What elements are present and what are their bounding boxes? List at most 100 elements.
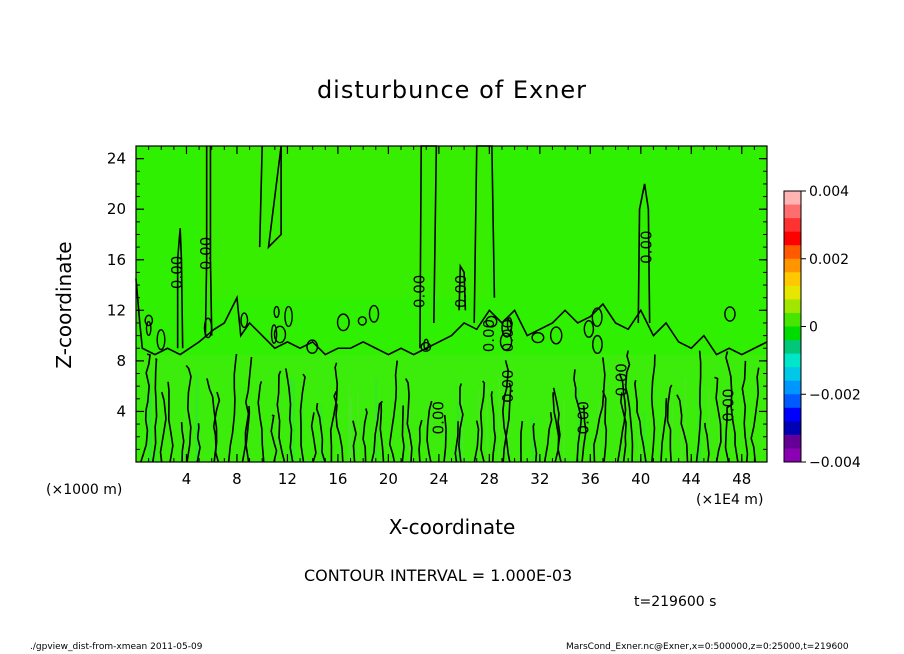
contour-line-loop — [144, 314, 154, 327]
contour-line-squiggle — [299, 373, 306, 463]
contour-line-squiggle — [473, 420, 480, 463]
contour-line-squiggle — [241, 356, 253, 463]
x-unit-label: (×1E4 m) — [696, 492, 764, 508]
contour-line-loop — [724, 306, 736, 322]
contour-line-squiggle — [458, 383, 464, 463]
y-tick-label: 8 — [116, 352, 126, 370]
colorbar-swatch — [784, 407, 801, 422]
contour-line-squiggle — [370, 400, 383, 463]
streak-fill — [292, 379, 295, 462]
streak-fill — [357, 390, 360, 462]
colorbar-swatch — [784, 340, 801, 355]
streak-fill — [375, 378, 378, 462]
contour-line-loop — [368, 304, 380, 323]
contour-interval-text: CONTOUR INTERVAL = 1.000E-03 — [304, 566, 573, 585]
contour-line-squiggle — [185, 364, 192, 463]
contour-line-squiggle — [401, 405, 405, 463]
streak-fill — [597, 399, 600, 462]
colorbar-tick-label: 0.002 — [809, 252, 849, 268]
contour-line-squiggle — [479, 380, 486, 463]
contour-line-loop — [501, 318, 513, 338]
x-tick-label: 8 — [232, 470, 242, 488]
contour-line-loop — [336, 313, 350, 332]
contour-line-loop — [592, 334, 603, 355]
colorbar: 0.004 0.002 0 −0.002 −0.004 — [783, 184, 861, 471]
contour-line-squiggle — [704, 422, 710, 463]
contour-line-loop — [357, 316, 367, 326]
contour-line-squiggle — [257, 381, 265, 463]
contour-line-squiggle — [725, 351, 739, 463]
contour-line-squiggle — [159, 391, 167, 463]
contour-labels: 0.000.000.00 0.000.00 0.000.000.00 0.000.00… — [168, 230, 737, 434]
colorbar-swatch — [784, 245, 801, 260]
contour-label: 0.00 — [168, 256, 186, 289]
colorbar-swatch — [784, 353, 801, 368]
colorbar-swatch — [784, 191, 801, 206]
contour-line-squiggle — [405, 378, 413, 463]
y-tick-label: 16 — [107, 251, 126, 269]
x-tick-label: 4 — [182, 470, 192, 488]
x-tick-label: 48 — [732, 470, 751, 488]
contour-line-squiggle — [443, 414, 447, 463]
colorbar-tick-label: −0.004 — [809, 455, 861, 471]
contour-line-squiggle — [454, 421, 459, 463]
contour-label: 0.00 — [480, 319, 498, 352]
contour-line-squiggle — [660, 397, 668, 463]
contour-label: 0.00 — [410, 275, 428, 308]
plot-area — [136, 146, 767, 462]
contour-label: 0.00 — [499, 319, 517, 352]
contour-line-squiggle — [601, 390, 608, 463]
contour-line-plume — [204, 146, 213, 336]
contour-line-loop — [306, 339, 319, 354]
footer-right-text: MarsCond_Exner.nc@Exner,x=0:500000,z=0:2… — [566, 642, 849, 652]
streak-fill — [707, 389, 710, 462]
contour-line-squiggle — [741, 360, 749, 463]
contour-line-squiggle — [270, 414, 278, 463]
streak-fill — [149, 392, 152, 462]
streak-fill — [498, 377, 501, 462]
y-tick-label: 20 — [107, 200, 126, 218]
colorbar-swatch — [784, 204, 801, 219]
contour-line-loop — [531, 331, 545, 344]
contour-line-loop — [591, 307, 603, 328]
contour-line-squiggle — [379, 402, 385, 463]
contour-line-squiggle — [180, 422, 185, 463]
streak-fill — [671, 391, 674, 462]
streak-fill — [461, 398, 464, 462]
contour-label: 0.00 — [429, 401, 447, 434]
streak-fill — [531, 416, 534, 462]
contour-line-boundary — [135, 278, 768, 356]
contour-line-loop — [203, 317, 213, 339]
colorbar-swatch — [784, 231, 801, 246]
chart-title: disturbunce of Exner — [316, 76, 588, 104]
colorbar-swatch — [784, 367, 801, 382]
contour-line-squiggle — [315, 402, 326, 463]
x-tick-label: 36 — [581, 470, 600, 488]
contour-line-loop — [499, 332, 513, 351]
contour-label: 0.00 — [197, 237, 215, 270]
contour-line-squiggle — [227, 353, 238, 463]
contour-line-squiggle — [418, 419, 423, 463]
upper-region-fill — [199, 146, 490, 298]
contour-line-squiggle — [532, 423, 538, 463]
contour-line-loop — [284, 305, 293, 328]
contour-line-squiggle — [426, 400, 433, 463]
streak-fill — [562, 400, 565, 462]
contour-line-squiggle — [634, 379, 647, 463]
colorbar-swatch — [784, 218, 801, 233]
contour-line-squiggle — [666, 384, 673, 463]
contour-line-squiggle — [490, 391, 497, 463]
colorbar-swatch — [784, 312, 801, 327]
streak-fill — [348, 404, 351, 462]
contour-line-squiggle — [573, 369, 583, 463]
contour-line-squiggle — [581, 405, 587, 463]
contour-line-squiggle — [695, 350, 702, 463]
streak-fill — [684, 379, 687, 462]
x-tick-label: 12 — [278, 470, 297, 488]
contour-line-squiggle — [362, 408, 368, 463]
contour-line-squiggle — [151, 358, 158, 463]
time-label: t=219600 s — [634, 594, 717, 610]
colorbar-swatch — [784, 421, 801, 436]
x-tick-label: 28 — [480, 470, 499, 488]
contour-line-squiggle — [333, 391, 344, 463]
